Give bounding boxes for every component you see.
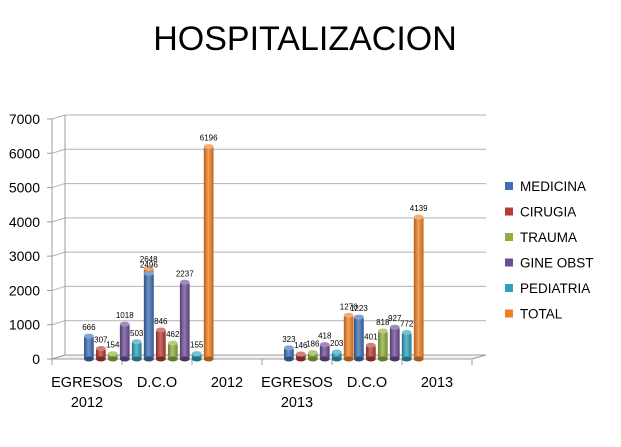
x-tick-label: D.C.O <box>347 375 387 391</box>
y-tick-label: 3000 <box>9 248 40 264</box>
y-tick-label: 2000 <box>9 282 40 298</box>
data-label: 401 <box>364 332 378 341</box>
data-label: 2237 <box>176 269 194 278</box>
legend-item: PEDIATRIA <box>505 281 590 296</box>
bar-cirugia <box>95 345 106 362</box>
y-tick-label: 5000 <box>9 180 40 196</box>
legend-item: CIRUGIA <box>505 205 576 220</box>
x-tick-label: 2013 <box>421 375 453 391</box>
bar-gine-obst <box>319 342 330 362</box>
data-label: 1223 <box>350 304 368 313</box>
legend-swatch <box>505 207 513 216</box>
bar-medicina <box>354 314 364 362</box>
data-label: 503 <box>130 329 144 338</box>
data-label: 846 <box>154 317 168 326</box>
data-label: 307 <box>94 335 108 344</box>
legend-item: TOTAL <box>505 307 563 322</box>
bar-trauma <box>307 350 318 362</box>
data-label: 323 <box>282 335 296 344</box>
y-tick-label: 1000 <box>9 317 40 333</box>
bar-cirugia <box>295 351 306 362</box>
bar-gine-obst <box>179 279 190 362</box>
bar-trauma <box>377 328 388 362</box>
bar-medicina <box>284 345 294 362</box>
data-label: 1276 <box>340 302 358 311</box>
legend-item: TRAUMA <box>505 230 577 245</box>
legend-label: TRAUMA <box>520 230 577 245</box>
data-label: 2496 <box>140 260 158 269</box>
bar-medicina <box>144 270 154 362</box>
legend-label: MEDICINA <box>520 179 586 194</box>
data-label: 927 <box>388 314 402 323</box>
data-label: 418 <box>318 332 332 341</box>
bar-total <box>203 144 214 362</box>
bar-trauma <box>167 340 178 362</box>
legend-label: GINE OBST <box>520 256 594 271</box>
data-label: 666 <box>82 323 96 332</box>
legend-label: CIRUGIA <box>520 205 576 220</box>
legend: MEDICINA CIRUGIA TRAUMA GINE OBST PEDIATRIA T… <box>505 179 594 322</box>
y-tick-label: 6000 <box>9 145 40 161</box>
data-label: 154 <box>106 341 120 350</box>
legend-swatch <box>505 309 513 318</box>
bar-total <box>343 312 354 362</box>
bar-cirugia <box>155 327 166 362</box>
bar-pediatria <box>401 330 412 362</box>
data-label: 1018 <box>116 311 134 320</box>
y-tick-label: 7000 <box>9 111 40 127</box>
legend-swatch <box>505 233 513 241</box>
bar-gine-obst <box>389 324 400 362</box>
x-tick-label: D.C.O <box>137 375 177 391</box>
data-label: 772 <box>400 320 414 329</box>
x-tick-label: EGRESOS <box>51 375 123 391</box>
data-label: 186 <box>306 340 320 349</box>
bar-gine-obst <box>119 321 130 362</box>
legend-item: MEDICINA <box>505 179 586 194</box>
data-label: 146 <box>294 341 308 350</box>
data-label: 6196 <box>200 134 218 143</box>
legend-swatch <box>505 258 513 267</box>
bar-total <box>413 214 424 362</box>
data-label: 818 <box>376 318 390 327</box>
legend-label: TOTAL <box>520 307 563 322</box>
x-tick-label: EGRESOS <box>261 375 333 391</box>
x-tick-label: 2012 <box>71 395 103 411</box>
legend-swatch <box>505 182 513 190</box>
bar-pediatria <box>131 339 142 362</box>
data-label: 462 <box>166 330 180 339</box>
x-tick-label: 2012 <box>211 375 243 391</box>
bar-cirugia <box>365 342 376 362</box>
legend-item: GINE OBST <box>505 256 594 271</box>
legend-label: PEDIATRIA <box>520 281 590 296</box>
chart-title: HOSPITALIZACION <box>153 20 457 58</box>
bar-pediatria <box>191 351 202 362</box>
data-label: 2648 <box>140 255 158 264</box>
data-label: 155 <box>190 341 204 350</box>
bar-pediatria <box>331 349 342 362</box>
y-tick-label: 4000 <box>9 214 40 230</box>
data-label: 4139 <box>410 204 428 213</box>
y-tick-label: 0 <box>32 351 40 367</box>
bar-medicina <box>84 333 94 362</box>
x-tick-label: 2013 <box>281 395 313 411</box>
legend-swatch <box>505 284 513 292</box>
data-label: 203 <box>330 339 344 348</box>
bar-trauma <box>107 351 118 362</box>
